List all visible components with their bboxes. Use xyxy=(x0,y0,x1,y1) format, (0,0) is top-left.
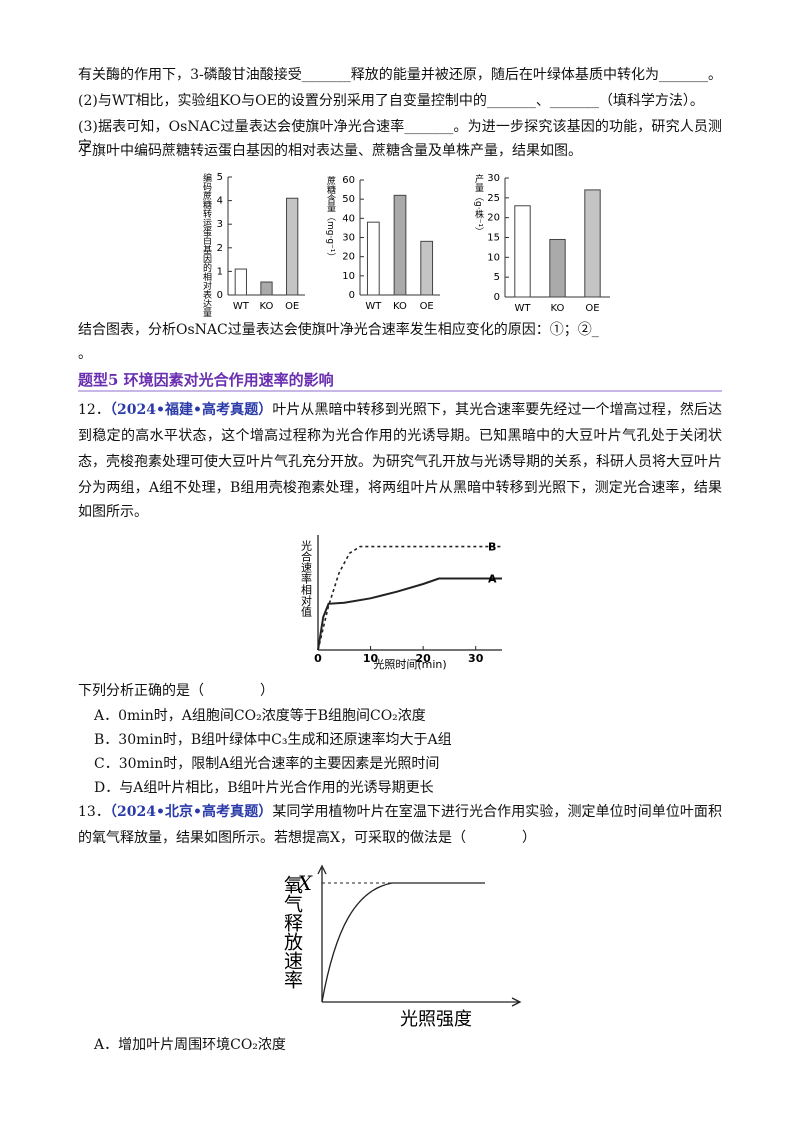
arrow xyxy=(511,997,522,1007)
y-tick-label: 10 xyxy=(487,252,500,263)
x-tick-label: 0 xyxy=(314,652,322,665)
x-tick-label: KO xyxy=(551,303,565,314)
x-tick-label: KO xyxy=(393,301,407,312)
y-axis-label: 氧气释放速率 xyxy=(281,875,303,989)
bar xyxy=(366,221,380,296)
y-axis-label: 编码蔗糖转运蛋白基因的相对表达量 xyxy=(201,172,212,317)
x-tick-label: 10 xyxy=(363,652,379,665)
bar xyxy=(514,205,531,298)
bar xyxy=(260,281,273,296)
y-tick-label: 2 xyxy=(217,243,223,254)
text-line: 有关酶的作用下，3-磷酸甘油酸接受_______释放的能量并被还原，随后在叶绿体… xyxy=(78,67,722,83)
curve xyxy=(321,882,485,1003)
text-line: 。 xyxy=(78,346,92,362)
y-tick-label: 20 xyxy=(342,252,355,263)
y-axis-label: 产量（g·株⁻¹） xyxy=(473,173,484,236)
y-axis-label: 蔗糖含量（mg·g⁻¹） xyxy=(325,175,336,262)
y-tick-label: 60 xyxy=(342,175,355,186)
bar xyxy=(549,238,566,298)
text-line: 下列分析正确的是（ ） xyxy=(78,683,274,699)
q-number: 13． xyxy=(78,804,110,820)
x-tick-label: WT xyxy=(365,301,382,312)
x-axis-label: 光照时间(min) xyxy=(373,657,446,671)
bar xyxy=(393,194,407,296)
text-line: 12．（2024•福建•高考真题）叶片从黑暗中转移到光照下，其光合速率要先经过一… xyxy=(78,400,722,420)
bar xyxy=(286,197,299,296)
text: 某同学用植物叶片在室温下进行光合作用实验，测定单位时间单位叶面积 xyxy=(272,804,722,820)
y-tick-label: 30 xyxy=(487,173,500,184)
y-tick-label: 25 xyxy=(487,193,500,204)
x-tick-label: WT xyxy=(233,301,250,312)
y-tick-label: 0 xyxy=(349,290,355,301)
option: A．0min时，A组胞间CO₂浓度等于B组胞间CO₂浓度 xyxy=(94,708,426,724)
q-source: （2024•福建•高考真题） xyxy=(109,402,273,418)
text-line: 的氧气释放量，结果如图所示。若想提高X，可采取的做法是（ ） xyxy=(78,830,536,846)
x-axis-label: 光照强度 xyxy=(400,1009,472,1030)
option: B．30min时，B组叶绿体中C₃生成和还原速率均大于A组 xyxy=(94,732,452,748)
option: A．增加叶片周围环境CO₂浓度 xyxy=(94,1037,286,1053)
x-tick-label: 30 xyxy=(468,652,484,665)
y-tick-label: 30 xyxy=(342,233,355,244)
arrow xyxy=(317,864,327,875)
text: 叶片从黑暗中转移到光照下，其光合速率要先经过一个增高过程，然后达 xyxy=(272,402,722,418)
x-tick-label: OE xyxy=(285,301,299,312)
text-line: (2)与WT相比，实验组KO与OE的设置分别采用了自变量控制中的_______、… xyxy=(78,93,704,109)
bar xyxy=(420,240,434,296)
text-line: 到稳定的高水平状态，这个增高过程称为光合作用的光诱导期。已知黑暗中的大豆叶片气孔… xyxy=(78,428,722,444)
y-tick-label: 0 xyxy=(494,292,500,303)
x-tick-label: KO xyxy=(260,301,274,312)
y-tick-label: 5 xyxy=(217,172,223,183)
bar xyxy=(234,268,247,296)
text-line: 如图所示。 xyxy=(78,504,148,520)
text-line: 了旗叶中编码蔗糖转运蛋白基因的相对表达量、蔗糖含量及单株产量，结果如图。 xyxy=(78,143,582,159)
x-tick-label: 20 xyxy=(415,652,431,665)
x-tick-label: OE xyxy=(420,301,434,312)
line-series xyxy=(317,545,502,651)
y-tick-label: 20 xyxy=(487,213,500,224)
x-tick-label: OE xyxy=(585,303,599,314)
y-tick-label: 1 xyxy=(217,266,223,277)
option: C．30min时，限制A组光合速率的主要因素是光照时间 xyxy=(94,756,440,772)
text-line: 态，壳梭孢素处理可使大豆叶片气孔充分开放。为研究气孔开放与光诱导期的关系，科研人… xyxy=(78,454,722,470)
q-source: （2024•北京•高考真题） xyxy=(109,804,273,820)
y-tick-label: 3 xyxy=(217,219,223,230)
text-line: (3)据表可知，OsNAC过量表达会使旗叶净光合速率_______。为进一步探究… xyxy=(78,119,722,155)
series-label: A xyxy=(488,573,497,586)
option: D．与A组叶片相比，B组叶片光合作用的光诱导期更长 xyxy=(94,780,434,796)
text-line: 分为两组，A组不处理，B组用壳梭孢素处理，将两组叶片从黑暗中转移到光照下，测定光… xyxy=(78,480,722,496)
y-tick-label: 40 xyxy=(342,213,355,224)
text-line: 13．（2024•北京•高考真题）某同学用植物叶片在室温下进行光合作用实验，测定… xyxy=(78,802,722,822)
light-curve-figure xyxy=(317,864,522,1007)
y-tick-label: 50 xyxy=(342,194,355,205)
x-tick-label: WT xyxy=(515,303,532,314)
series-label: B xyxy=(488,541,496,554)
x-mark: X xyxy=(296,871,313,895)
q-number: 12． xyxy=(78,402,110,418)
y-tick-label: 4 xyxy=(217,196,223,207)
y-tick-label: 15 xyxy=(487,233,500,244)
line-series xyxy=(317,577,502,651)
bar xyxy=(584,189,601,298)
y-axis-label: 光合速率相对值 xyxy=(300,539,313,618)
y-tick-label: 5 xyxy=(494,272,500,283)
text-line: 结合图表，分析OsNAC过量表达会使旗叶净光合速率发生相应变化的原因：①；②_ xyxy=(78,322,599,338)
y-tick-label: 0 xyxy=(217,290,223,301)
y-tick-label: 10 xyxy=(342,271,355,282)
section-heading: 题型5 环境因素对光合作用速率的影响 xyxy=(78,370,722,392)
